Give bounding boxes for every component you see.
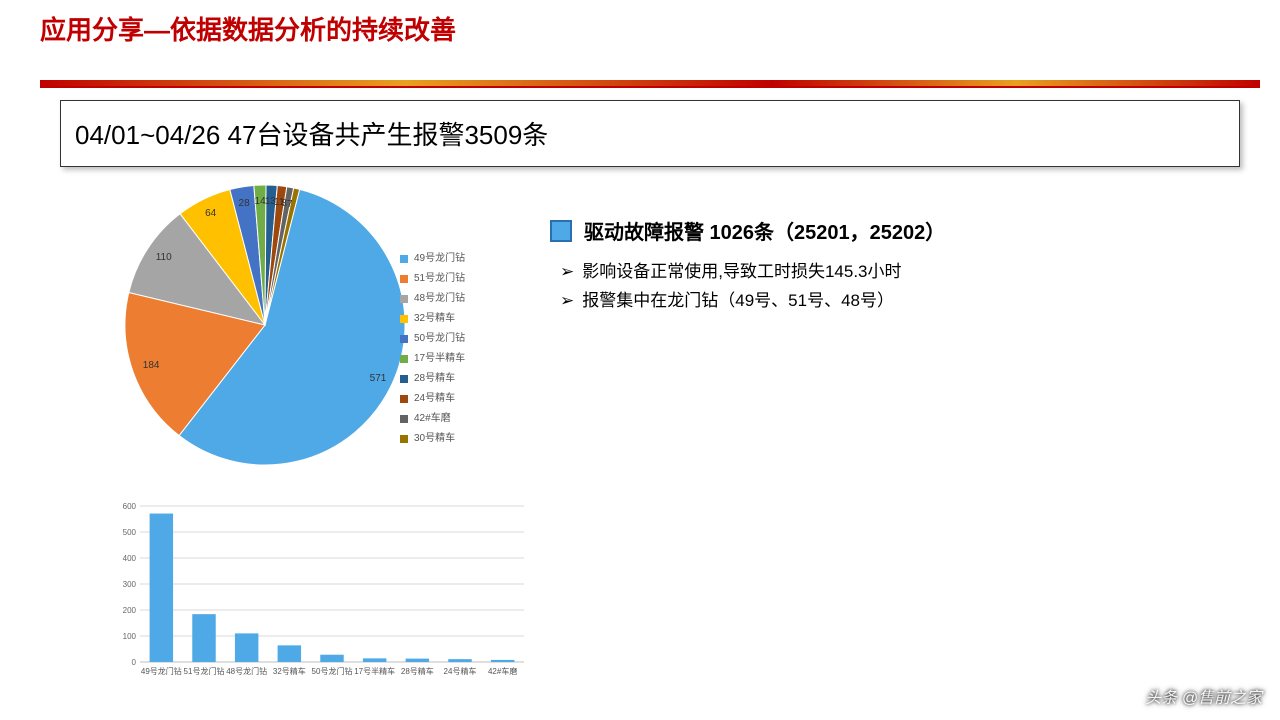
pie-value-label: 571 bbox=[370, 373, 387, 384]
x-tick-label: 32号精车 bbox=[273, 666, 306, 676]
legend-item: 28号精车 bbox=[400, 370, 465, 388]
bullet-text: 影响设备正常使用,导致工时损失145.3小时 bbox=[582, 258, 901, 287]
bar bbox=[363, 658, 386, 662]
bar bbox=[320, 655, 343, 662]
pie-value-label: 7 bbox=[287, 199, 293, 210]
pie-chart bbox=[120, 180, 410, 470]
bullets-list: ➢ 影响设备正常使用,导致工时损失145.3小时 ➢ 报警集中在龙门钻（49号、51号… bbox=[560, 258, 902, 316]
legend-label: 28号精车 bbox=[414, 370, 455, 388]
subtitle-box: 04/01~04/26 47台设备共产生报警3509条 bbox=[60, 100, 1240, 167]
legend-label: 42#车磨 bbox=[414, 410, 451, 428]
bar bbox=[278, 645, 301, 662]
divider-band bbox=[40, 80, 1260, 88]
legend-swatch bbox=[400, 315, 408, 323]
bar bbox=[406, 659, 429, 662]
x-tick-label: 50号龙门钻 bbox=[312, 666, 353, 676]
pie-value-label: 64 bbox=[205, 208, 216, 219]
bar bbox=[235, 633, 258, 662]
legend-label: 24号精车 bbox=[414, 390, 455, 408]
legend-label: 30号精车 bbox=[414, 430, 455, 448]
bar bbox=[491, 660, 514, 662]
bar bbox=[192, 614, 215, 662]
x-tick-label: 51号龙门钻 bbox=[184, 666, 225, 676]
pie-value-label: 110 bbox=[156, 252, 172, 263]
legend-label: 48号龙门钻 bbox=[414, 290, 465, 308]
legend-item: 48号龙门钻 bbox=[400, 290, 465, 308]
x-tick-label: 28号精车 bbox=[401, 666, 434, 676]
legend-swatch bbox=[400, 255, 408, 263]
legend-label: 17号半精车 bbox=[414, 350, 465, 368]
legend-label: 50号龙门钻 bbox=[414, 330, 465, 348]
x-tick-label: 42#车磨 bbox=[488, 666, 517, 676]
legend-swatch bbox=[400, 355, 408, 363]
key-text: 驱动故障报警 1026条（25201，25202） bbox=[584, 216, 945, 245]
subtitle-text: 04/01~04/26 47台设备共产生报警3509条 bbox=[75, 120, 548, 150]
bullet-item: ➢ 影响设备正常使用,导致工时损失145.3小时 bbox=[560, 258, 902, 287]
legend-item: 30号精车 bbox=[400, 430, 465, 448]
legend-item: 50号龙门钻 bbox=[400, 330, 465, 348]
x-tick-label: 17号半精车 bbox=[354, 666, 395, 676]
legend-swatch bbox=[400, 335, 408, 343]
bar-chart: 0 100 200 300 400 500 600 49号龙门钻51号龙门钻48号龙门钻 32号… bbox=[110, 500, 530, 690]
legend-label: 49号龙门钻 bbox=[414, 250, 465, 268]
legend-label: 32号精车 bbox=[414, 310, 455, 328]
y-tick-label: 600 bbox=[123, 502, 137, 511]
legend-item: 51号龙门钻 bbox=[400, 270, 465, 288]
x-tick-label: 24号精车 bbox=[444, 666, 477, 676]
legend-swatch bbox=[400, 435, 408, 443]
y-tick-label: 100 bbox=[123, 632, 137, 641]
bar bbox=[448, 659, 471, 662]
key-swatch bbox=[550, 220, 572, 242]
legend-label: 51号龙门钻 bbox=[414, 270, 465, 288]
pie-value-label: 184 bbox=[143, 360, 160, 371]
legend-item: 42#车磨 bbox=[400, 410, 465, 428]
y-tick-label: 200 bbox=[123, 606, 137, 615]
pie-value-label: 28 bbox=[239, 198, 250, 209]
x-tick-label: 48号龙门钻 bbox=[226, 666, 267, 676]
bullet-arrow-icon: ➢ bbox=[560, 287, 574, 316]
y-tick-label: 400 bbox=[123, 554, 137, 563]
pie-legend: 49号龙门钻 51号龙门钻 48号龙门钻 32号精车 50号龙门钻 17号半精车 28号精车… bbox=[400, 250, 465, 450]
watermark: 头条 @售前之家 bbox=[1145, 684, 1262, 708]
page-title: 应用分享—依据数据分析的持续改善 bbox=[40, 10, 456, 47]
legend-swatch bbox=[400, 275, 408, 283]
legend-swatch bbox=[400, 415, 408, 423]
bullet-text: 报警集中在龙门钻（49号、51号、48号） bbox=[582, 287, 894, 316]
y-tick-label: 500 bbox=[123, 528, 137, 537]
key-point: 驱动故障报警 1026条（25201，25202） bbox=[550, 216, 945, 245]
legend-item: 49号龙门钻 bbox=[400, 250, 465, 268]
y-tick-label: 0 bbox=[132, 658, 137, 667]
legend-item: 24号精车 bbox=[400, 390, 465, 408]
legend-item: 17号半精车 bbox=[400, 350, 465, 368]
legend-swatch bbox=[400, 295, 408, 303]
bar bbox=[150, 514, 173, 662]
x-tick-label: 49号龙门钻 bbox=[141, 666, 182, 676]
legend-item: 32号精车 bbox=[400, 310, 465, 328]
y-tick-label: 300 bbox=[123, 580, 137, 589]
legend-swatch bbox=[400, 375, 408, 383]
legend-swatch bbox=[400, 395, 408, 403]
bullet-item: ➢ 报警集中在龙门钻（49号、51号、48号） bbox=[560, 287, 902, 316]
bullet-arrow-icon: ➢ bbox=[560, 258, 574, 287]
